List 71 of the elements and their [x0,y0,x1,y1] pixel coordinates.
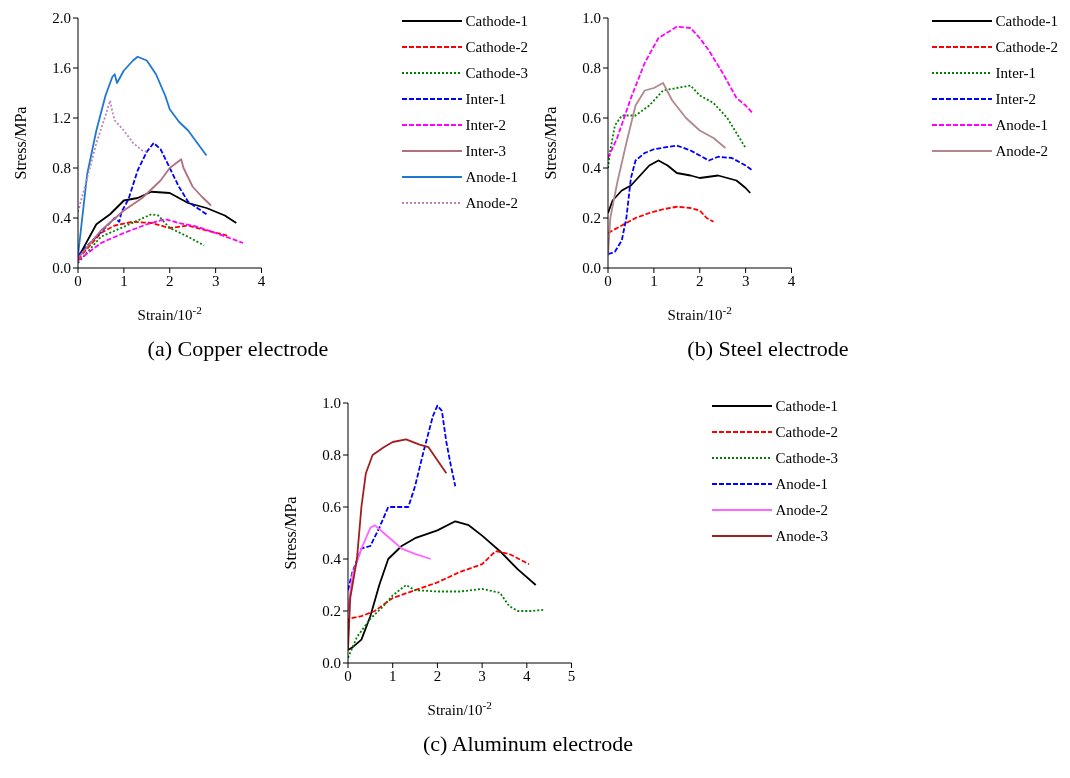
line-series [608,25,754,159]
y-tick-label: 0.0 [52,260,71,277]
y-axis-title: Stress/MPa [541,106,559,180]
y-tick-label: 0.0 [322,655,341,672]
y-tick-label: 0.6 [582,110,602,127]
legend-label: Anode-1 [775,475,829,493]
legend-label: Cathode-1 [995,12,1058,30]
x-tick-label: 3 [741,272,750,289]
y-tick-label: 0.8 [582,60,601,77]
legend-label: Cathode-3 [775,449,838,467]
legend-label: Cathode-2 [465,38,528,56]
x-tick-label: 2 [433,667,442,684]
legend-label: Anode-1 [995,116,1049,134]
legend-label: Cathode-1 [465,12,528,30]
x-tick-label: 3 [211,272,220,289]
x-tick-label: 4 [257,272,266,289]
y-tick-label: 0.8 [52,160,71,177]
y-tick-label: 0.4 [582,160,602,177]
y-tick-label: 0.4 [52,210,72,227]
y-tick-label: 0.0 [582,260,601,277]
legend-label: Inter-1 [995,64,1037,82]
legend-label: Anode-2 [775,501,829,519]
y-tick-label: 0.6 [322,499,342,516]
y-tick-label: 1.0 [322,395,341,412]
x-tick-label: 0 [604,272,612,289]
line-series [78,218,245,262]
x-tick-label: 4 [787,272,796,289]
legend-label: Cathode-3 [465,64,528,82]
legend-label: Anode-2 [465,194,519,212]
x-tick-label: 4 [523,667,532,684]
legend-label: Anode-2 [995,142,1049,160]
x-axis-title: Strain/10$^{-2}$ [667,304,732,323]
legend-label: Inter-1 [465,90,507,108]
x-tick-label: 3 [478,667,486,684]
x-tick-label: 1 [120,272,128,289]
x-tick-label: 0 [344,667,352,684]
legend-label: Anode-1 [465,168,519,186]
y-tick-label: 1.2 [52,110,71,127]
y-axis-title: Stress/MPa [11,106,29,180]
line-series [78,213,206,264]
legend-label: Cathode-2 [775,423,838,441]
line-series [608,144,754,256]
x-axis-title: Strain/10$^{-2}$ [137,304,202,323]
x-axis-title: Strain/10$^{-2}$ [427,699,492,718]
legend-label: Cathode-1 [775,397,838,415]
y-tick-label: 1.6 [52,60,72,77]
y-tick-label: 0.8 [322,447,341,464]
legend-label: Inter-3 [465,142,507,160]
x-tick-label: 2 [696,272,704,289]
line-series [608,205,715,234]
line-series [78,142,208,257]
legend-label: Inter-2 [465,116,507,134]
text: (b) Steel electrode [686,336,850,362]
x-tick-label: 0 [74,272,82,289]
x-tick-label: 1 [650,272,658,289]
y-tick-label: 0.2 [322,603,341,620]
y-tick-label: 1.0 [582,10,601,27]
text: (c) Aluminum electrode [421,731,635,757]
x-tick-label: 2 [166,272,174,289]
y-tick-label: 2.0 [52,10,71,27]
legend-label: Anode-3 [775,527,829,545]
line-series [78,158,212,259]
line-series [348,584,546,659]
y-tick-label: 0.4 [322,551,342,568]
y-tick-label: 0.2 [582,210,601,227]
y-axis-title: Stress/MPa [281,496,299,570]
legend-label: Inter-2 [995,90,1037,108]
x-tick-label: 1 [388,667,397,684]
legend-label: Cathode-2 [995,38,1058,56]
x-tick-label: 5 [567,667,576,684]
text: (a) Copper electrode [146,336,330,362]
